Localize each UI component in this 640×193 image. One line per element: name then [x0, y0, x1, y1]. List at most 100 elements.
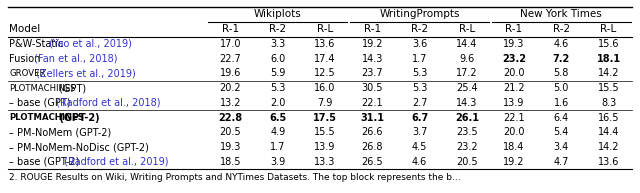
Text: 13.6: 13.6 — [314, 39, 335, 49]
Text: 17.5: 17.5 — [313, 113, 337, 123]
Text: 23.2: 23.2 — [456, 142, 477, 152]
Text: Wikiplots: Wikiplots — [254, 9, 301, 19]
Text: 4.7: 4.7 — [554, 157, 569, 167]
Text: 17.2: 17.2 — [456, 69, 477, 78]
Text: 22.1: 22.1 — [362, 98, 383, 108]
Text: 21.2: 21.2 — [503, 83, 525, 93]
Text: 22.7: 22.7 — [220, 54, 241, 64]
Text: (Yao et al., 2019): (Yao et al., 2019) — [46, 39, 132, 49]
Text: 2.7: 2.7 — [412, 98, 428, 108]
Text: 15.5: 15.5 — [598, 83, 620, 93]
Text: 5.0: 5.0 — [554, 83, 569, 93]
Text: Fusion: Fusion — [9, 54, 40, 64]
Text: 19.3: 19.3 — [220, 142, 241, 152]
Text: 14.4: 14.4 — [456, 39, 477, 49]
Text: (Fan et al., 2018): (Fan et al., 2018) — [31, 54, 118, 64]
Text: 13.3: 13.3 — [314, 157, 335, 167]
Text: 23.7: 23.7 — [362, 69, 383, 78]
Text: 5.3: 5.3 — [270, 83, 285, 93]
Text: – PM-NoMem-NoDisc (GPT-2): – PM-NoMem-NoDisc (GPT-2) — [9, 142, 149, 152]
Text: 26.6: 26.6 — [362, 127, 383, 137]
Text: 16.5: 16.5 — [598, 113, 620, 123]
Text: – PM-NoMem (GPT-2): – PM-NoMem (GPT-2) — [9, 127, 111, 137]
Text: 3.7: 3.7 — [412, 127, 428, 137]
Text: 14.4: 14.4 — [598, 127, 620, 137]
Text: 20.2: 20.2 — [220, 83, 241, 93]
Text: 14.2: 14.2 — [598, 142, 620, 152]
Text: 4.6: 4.6 — [412, 157, 427, 167]
Text: 18.1: 18.1 — [596, 54, 621, 64]
Text: 15.6: 15.6 — [598, 39, 620, 49]
Text: – base (GPT): – base (GPT) — [9, 98, 70, 108]
Text: 18.4: 18.4 — [504, 142, 525, 152]
Text: PLOTMACHINES: PLOTMACHINES — [9, 84, 76, 93]
Text: 4.9: 4.9 — [270, 127, 285, 137]
Text: (Zellers et al., 2019): (Zellers et al., 2019) — [33, 69, 136, 78]
Text: 14.3: 14.3 — [456, 98, 477, 108]
Text: 16.0: 16.0 — [314, 83, 335, 93]
Text: 13.2: 13.2 — [220, 98, 241, 108]
Text: R-2: R-2 — [553, 24, 570, 34]
Text: 17.4: 17.4 — [314, 54, 336, 64]
Text: 19.3: 19.3 — [504, 39, 525, 49]
Text: 26.5: 26.5 — [362, 157, 383, 167]
Text: (GPT-2): (GPT-2) — [56, 113, 100, 123]
Text: 25.4: 25.4 — [456, 83, 477, 93]
Text: 13.9: 13.9 — [314, 142, 335, 152]
Text: 17.0: 17.0 — [220, 39, 241, 49]
Text: 13.9: 13.9 — [504, 98, 525, 108]
Text: 1.7: 1.7 — [270, 142, 285, 152]
Text: – base (GPT-2): – base (GPT-2) — [9, 157, 79, 167]
Text: 5.4: 5.4 — [554, 127, 569, 137]
Text: 5.8: 5.8 — [554, 69, 569, 78]
Text: R-1: R-1 — [506, 24, 523, 34]
Text: 14.2: 14.2 — [598, 69, 620, 78]
Text: 9.6: 9.6 — [459, 54, 474, 64]
Text: 2. ROUGE Results on Wiki, Writing Prompts and NYTimes Datasets. The top block re: 2. ROUGE Results on Wiki, Writing Prompt… — [9, 173, 461, 182]
Text: P&W-Static: P&W-Static — [9, 39, 63, 49]
Text: 22.8: 22.8 — [218, 113, 243, 123]
Text: 22.1: 22.1 — [503, 113, 525, 123]
Text: 30.5: 30.5 — [362, 83, 383, 93]
Text: 3.6: 3.6 — [412, 39, 427, 49]
Text: WritingPrompts: WritingPrompts — [380, 9, 460, 19]
Text: R-2: R-2 — [269, 24, 286, 34]
Text: 7.9: 7.9 — [317, 98, 333, 108]
Text: (Radford et al., 2018): (Radford et al., 2018) — [53, 98, 161, 108]
Text: R-2: R-2 — [411, 24, 428, 34]
Text: 15.5: 15.5 — [314, 127, 336, 137]
Text: GROVER: GROVER — [9, 69, 45, 78]
Text: 4.5: 4.5 — [412, 142, 428, 152]
Text: 26.1: 26.1 — [455, 113, 479, 123]
Text: 6.7: 6.7 — [411, 113, 428, 123]
Text: 7.2: 7.2 — [553, 54, 570, 64]
Text: 5.3: 5.3 — [412, 83, 428, 93]
Text: 18.5: 18.5 — [220, 157, 241, 167]
Text: 1.6: 1.6 — [554, 98, 569, 108]
Text: 26.8: 26.8 — [362, 142, 383, 152]
Text: 23.2: 23.2 — [502, 54, 526, 64]
Text: (GPT): (GPT) — [56, 83, 86, 93]
Text: R-L: R-L — [459, 24, 475, 34]
Text: 6.4: 6.4 — [554, 113, 569, 123]
Text: 14.3: 14.3 — [362, 54, 383, 64]
Text: R-L: R-L — [600, 24, 617, 34]
Text: 5.3: 5.3 — [412, 69, 428, 78]
Text: R-L: R-L — [317, 24, 333, 34]
Text: 8.3: 8.3 — [601, 98, 616, 108]
Text: 4.6: 4.6 — [554, 39, 569, 49]
Text: New York Times: New York Times — [520, 9, 602, 19]
Text: 6.5: 6.5 — [269, 113, 286, 123]
Text: 20.5: 20.5 — [220, 127, 241, 137]
Text: 5.9: 5.9 — [270, 69, 285, 78]
Text: (Radford et al., 2019): (Radford et al., 2019) — [61, 157, 168, 167]
Text: 19.2: 19.2 — [503, 157, 525, 167]
Text: 3.9: 3.9 — [270, 157, 285, 167]
Text: 1.7: 1.7 — [412, 54, 428, 64]
Text: 20.0: 20.0 — [503, 127, 525, 137]
Text: 2.0: 2.0 — [270, 98, 285, 108]
Text: 23.5: 23.5 — [456, 127, 477, 137]
Text: R-1: R-1 — [364, 24, 381, 34]
Text: 13.6: 13.6 — [598, 157, 620, 167]
Text: 20.0: 20.0 — [503, 69, 525, 78]
